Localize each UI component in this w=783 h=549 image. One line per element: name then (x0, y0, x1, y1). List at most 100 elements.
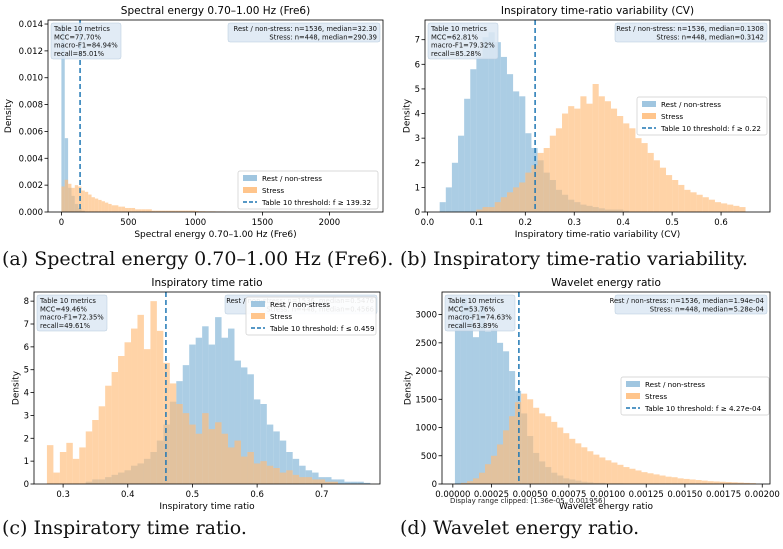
legend-label-rest: Rest / non-stress (645, 380, 705, 389)
bar-stress (195, 210, 199, 212)
bar-stress (81, 190, 85, 212)
x-tick-label: 0.3 (567, 218, 581, 228)
bar-stress (189, 424, 196, 484)
bar-rest (503, 351, 510, 484)
bar-rest (292, 458, 300, 484)
x-tick-label: 0.00050 (513, 490, 548, 500)
bar-stress (485, 464, 492, 484)
chart-title: Wavelet energy ratio (551, 277, 661, 289)
bar-rest (488, 32, 495, 212)
metrics-box: Table 10 metricsMCC=77.70%macro-F1=84.94… (50, 22, 122, 60)
bar-rest (253, 399, 261, 484)
legend-label-stress: Stress (645, 392, 667, 401)
bar-stress (557, 427, 564, 484)
legend-label-stress: Stress (661, 112, 683, 121)
bar-stress (653, 474, 660, 484)
bar-stress (61, 186, 65, 212)
legend-label-rest: Rest / non-stress (661, 100, 721, 109)
bar-stress (497, 444, 504, 484)
bar-stress (569, 438, 576, 484)
legend: Rest / non-stress Stress Table 10 threshol… (620, 376, 770, 416)
bar-stress (500, 197, 507, 212)
bar-stress (221, 433, 229, 484)
bar-stress (169, 383, 177, 484)
bar-stress (713, 481, 720, 484)
legend: Rest / non-stress Stress Table 10 threshol… (237, 170, 379, 210)
x-tick-label: 0.4 (616, 218, 630, 228)
bar-stress (472, 478, 480, 484)
metrics-box-bg (427, 22, 499, 60)
legend-frame (245, 296, 377, 336)
bar-stress (539, 413, 546, 484)
metrics-box: Table 10 metricsMCC=49.46%macro-F1=72.35… (36, 294, 108, 332)
bar-rest (195, 337, 203, 484)
bar-rest (228, 328, 235, 484)
x-tick-label: 0.2 (519, 218, 533, 228)
y-tick-label: 1 (415, 183, 420, 193)
bar-stress (72, 458, 80, 484)
summary-box: Rest / non-stress: n=1536, median=0.1308… (614, 22, 768, 43)
summary-line: Rest / non-stress: n=1536, median=32.30 (234, 25, 377, 33)
bar-rest (350, 481, 358, 484)
bar-stress (647, 473, 654, 484)
legend: Rest / non-stress Stress Table 10 threshol… (245, 296, 377, 336)
bar-stress (494, 202, 501, 212)
bar-rest (445, 187, 452, 212)
metrics-box: Table 10 metricsMCC=53.76%macro-F1=74.63… (444, 294, 516, 332)
x-tick-label: 0.00075 (551, 490, 586, 500)
x-tick-label: 0.5 (665, 218, 679, 228)
summary-line: Rest / non-stress: n=1536, median=0.1308 (616, 25, 764, 33)
legend-frame (620, 376, 770, 416)
bar-stress (586, 103, 593, 212)
bar-stress (598, 96, 605, 212)
bar-stress (737, 482, 744, 484)
bar-stress (85, 431, 93, 484)
bar-rest (458, 135, 465, 212)
bar-stress (104, 202, 109, 212)
legend-frame (636, 96, 768, 136)
bar-stress (708, 199, 715, 212)
x-tick-label: 0 (59, 218, 64, 228)
bar-stress (513, 187, 520, 212)
y-tick-label: 0.004 (19, 154, 43, 164)
metrics-box-bg (444, 294, 516, 332)
metrics-line: MCC=77.70% (54, 33, 102, 41)
bar-stress (215, 422, 222, 484)
bar-stress (629, 468, 636, 484)
bar-stress (145, 209, 149, 212)
x-axis-label: Wavelet energy ratio (559, 502, 654, 512)
x-tick-label: 0.00200 (745, 490, 780, 500)
bar-stress (88, 194, 92, 212)
x-axis-label: Inspiratory time-ratio variability (CV) (515, 230, 681, 240)
bar-stress (519, 182, 526, 212)
bar-stress (105, 385, 112, 484)
legend-swatch-stress (626, 393, 640, 399)
bar-stress (731, 482, 738, 484)
bar-stress (525, 172, 532, 212)
y-tick-label: 2 (24, 434, 29, 444)
legend: Rest / non-stress Stress Table 10 threshol… (636, 96, 768, 136)
metrics-line: Table 10 metrics (39, 297, 96, 305)
bar-stress (141, 209, 146, 212)
bar-rest (286, 452, 293, 484)
x-tick-label: 0.0 (421, 218, 435, 228)
metrics-box-bg (36, 294, 108, 332)
bar-stress (719, 481, 726, 484)
legend-label-stress: Stress (270, 312, 292, 321)
x-axis-label: Spectral energy 0.70–1.00 Hz (Fre6) (134, 230, 296, 240)
bar-stress (115, 205, 119, 212)
summary-box-bg (614, 294, 768, 315)
bar-stress (503, 430, 510, 484)
bar-stress (476, 209, 483, 212)
bar-stress (593, 454, 600, 484)
bar-rest (454, 323, 461, 484)
bar-stress (488, 207, 495, 212)
bar-stress (549, 135, 556, 212)
y-tick-label: 0.010 (19, 74, 43, 84)
chart-panel-a: Spectral energy 0.70–1.00 Hz (Fre6) 0 500 1… (4, 5, 384, 240)
metrics-line: MCC=53.76% (448, 305, 496, 313)
bar-rest (273, 431, 280, 484)
bar-rest (482, 37, 489, 212)
bar-stress (286, 470, 293, 484)
bar-stress (623, 123, 630, 212)
